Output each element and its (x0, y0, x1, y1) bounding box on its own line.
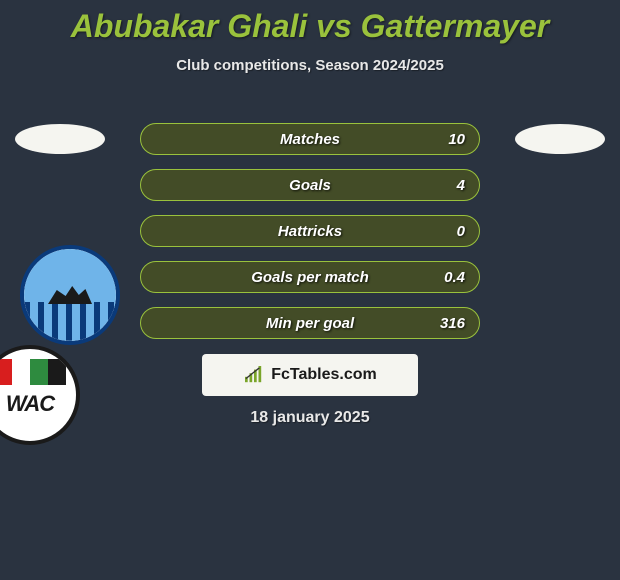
stat-value: 10 (448, 124, 465, 154)
club-badge-right: WAC (0, 345, 80, 445)
snapshot-date: 18 january 2025 (0, 409, 620, 427)
stats-bars: Matches 10 Goals 4 Hattricks 0 Goals per… (140, 123, 480, 353)
fctables-logo-icon (243, 366, 265, 384)
stat-value: 4 (457, 170, 465, 200)
stat-label: Min per goal (266, 308, 354, 338)
player-photo-right (515, 124, 605, 154)
stat-value: 316 (440, 308, 465, 338)
stat-value: 0 (457, 216, 465, 246)
club-badge-left (20, 245, 120, 345)
stat-row-matches: Matches 10 (140, 123, 480, 155)
stat-label: Goals (289, 170, 331, 200)
stat-value: 0.4 (444, 262, 465, 292)
stat-label: Goals per match (251, 262, 369, 292)
page-title: Abubakar Ghali vs Gattermayer (0, 0, 620, 45)
stat-label: Matches (280, 124, 340, 154)
stat-row-goals-per-match: Goals per match 0.4 (140, 261, 480, 293)
player-photo-left (15, 124, 105, 154)
stat-row-hattricks: Hattricks 0 (140, 215, 480, 247)
wac-stripes (0, 359, 66, 385)
page-subtitle: Club competitions, Season 2024/2025 (0, 57, 620, 74)
stat-label: Hattricks (278, 216, 342, 246)
stat-row-goals: Goals 4 (140, 169, 480, 201)
site-name: FcTables.com (271, 366, 377, 384)
stat-row-min-per-goal: Min per goal 316 (140, 307, 480, 339)
site-badge: FcTables.com (202, 354, 418, 396)
